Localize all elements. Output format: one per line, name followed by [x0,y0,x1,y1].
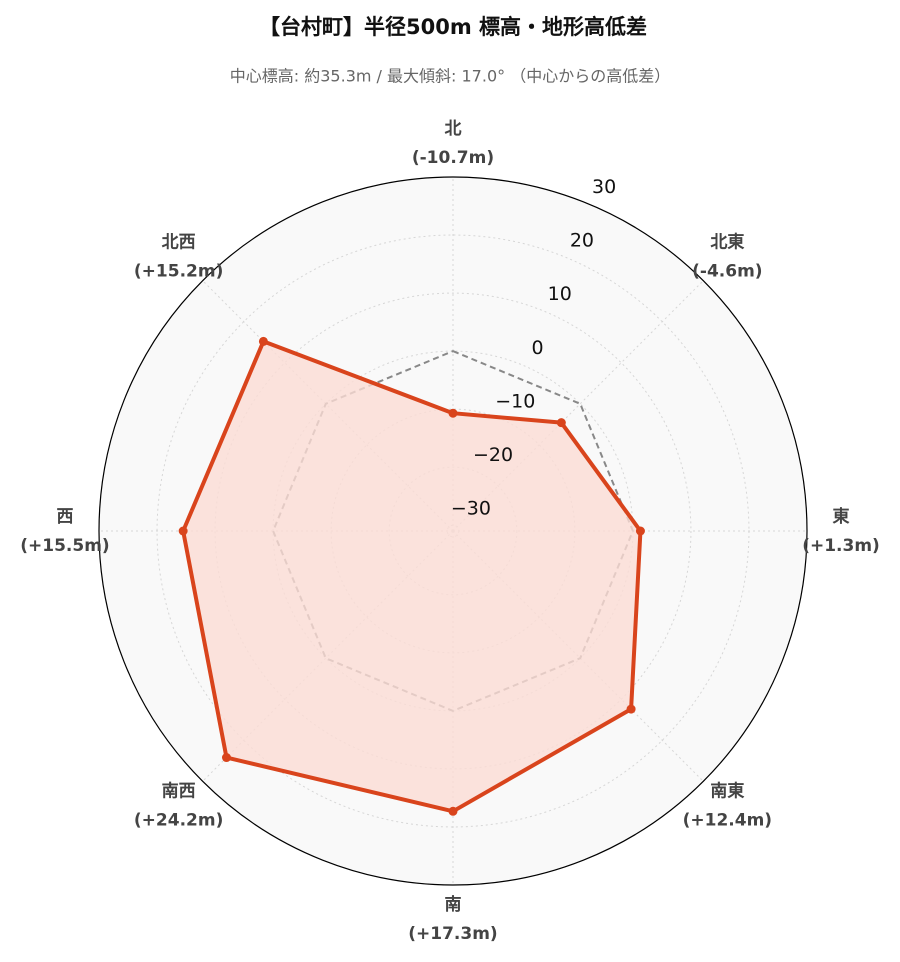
data-point [626,704,636,714]
y-tick-label: 0 [531,337,543,359]
category-value-label: (+15.5m) [20,536,109,556]
data-point [635,526,645,536]
category-label: 北 [445,119,462,139]
data-point [258,336,268,346]
data-point [178,526,188,536]
y-tick-label: 30 [592,176,616,198]
y-tick-label: −30 [451,498,491,520]
chart-title: 【台村町】半径500m 標高・地形高低差 [259,15,647,39]
category-value-label: (+12.4m) [683,810,772,830]
data-point [448,408,458,418]
category-label: 南西 [162,780,196,801]
y-tick-label: −20 [473,444,513,466]
data-point [448,806,458,816]
category-value-label: (-4.6m) [692,262,762,282]
category-label: 北西 [162,233,196,253]
data-area [183,341,641,812]
category-value-label: (-10.7m) [412,148,494,168]
data-point [221,753,231,763]
category-label: 北東 [710,232,744,253]
category-label: 南東 [710,780,744,801]
y-tick-label: −10 [495,390,535,412]
category-value-label: (+17.3m) [408,924,497,944]
category-label: 東 [833,506,850,527]
data-point [556,418,566,428]
chart-subtitle: 中心標高: 約35.3m / 最大傾斜: 17.0° （中心からの高低差） [230,67,670,86]
category-value-label: (+1.3m) [802,536,880,556]
category-value-label: (+15.2m) [134,262,223,282]
y-tick-label: 20 [570,230,594,252]
grid-circle [214,292,692,770]
category-label: 南 [445,894,462,915]
y-tick-label: 10 [548,283,572,305]
plot-border [98,176,808,886]
category-label: 西 [57,507,74,527]
grid-spoke [452,280,704,532]
category-value-label: (+24.2m) [134,810,223,830]
